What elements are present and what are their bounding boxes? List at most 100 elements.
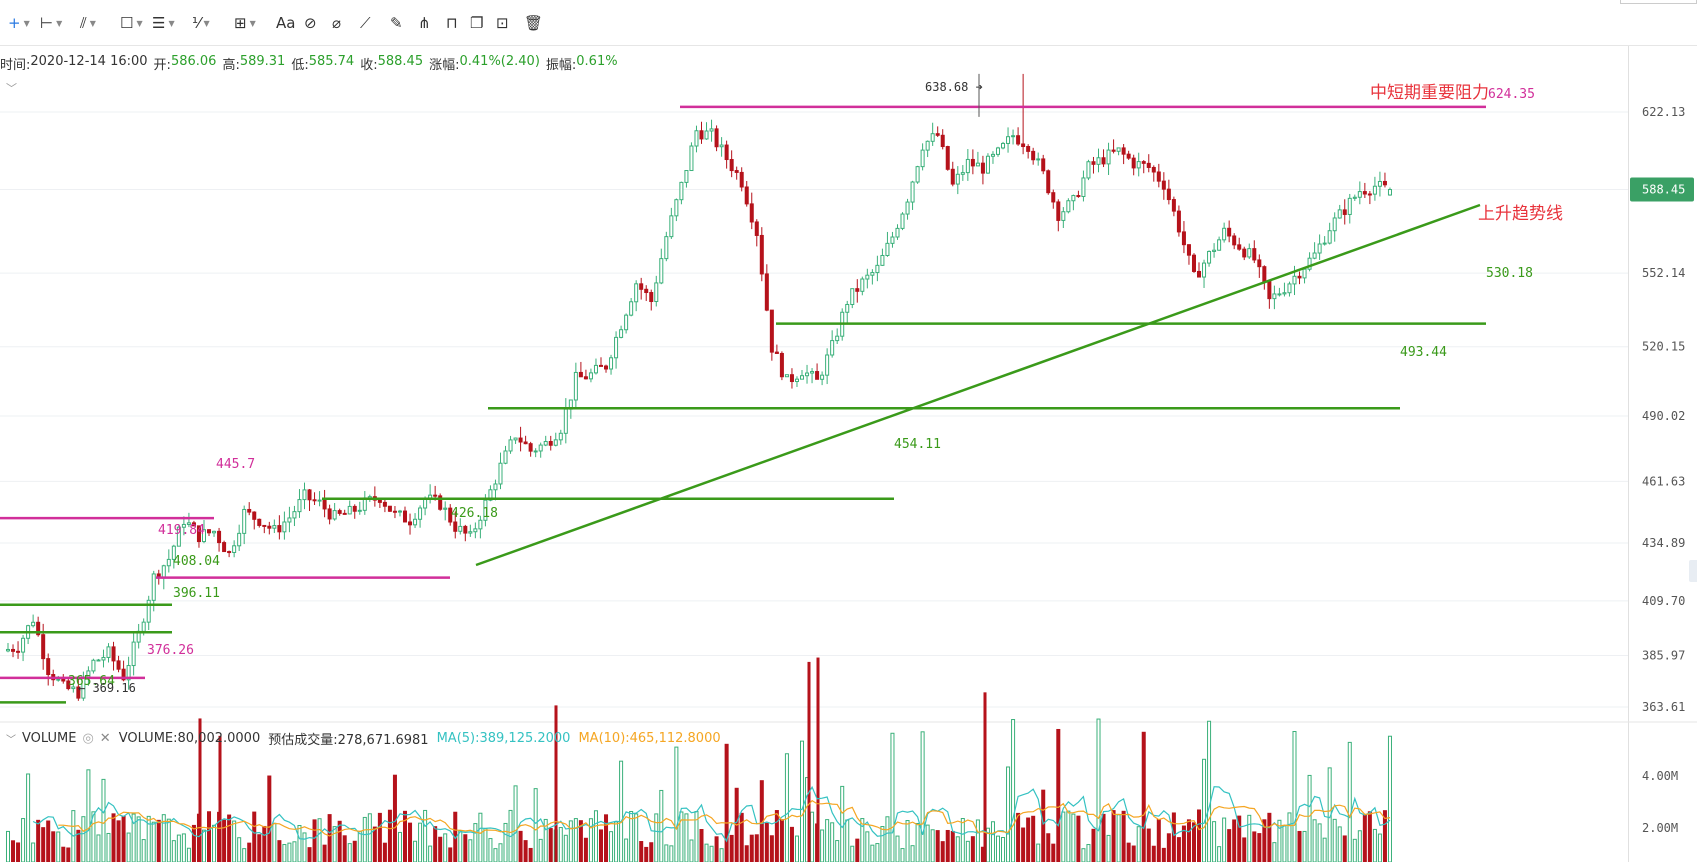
- volume-bar: [443, 833, 448, 862]
- volume-bar: [292, 841, 297, 862]
- chevron-down-icon[interactable]: ▼: [249, 18, 256, 28]
- measure-tool[interactable]: ⊞ ▼: [234, 13, 256, 33]
- volume-bar: [654, 813, 659, 862]
- candle: [1041, 158, 1046, 172]
- candle: [1357, 191, 1362, 198]
- candle: [543, 441, 548, 446]
- low-marker-label: ← 369.16: [78, 681, 136, 695]
- candle: [669, 215, 674, 238]
- candle: [1237, 244, 1242, 250]
- candle: [955, 173, 960, 185]
- candle: [1277, 293, 1282, 296]
- candle: [21, 637, 26, 653]
- delete-tool[interactable]: 🗑: [524, 13, 543, 33]
- volume-bar: [483, 828, 488, 862]
- volume-bar: [66, 847, 71, 862]
- volume-bar: [1086, 844, 1091, 862]
- volume-bar: [910, 845, 915, 862]
- volume-bar: [900, 848, 905, 862]
- volume-bar: [1156, 818, 1161, 862]
- volume-bar: [920, 731, 925, 862]
- volume-bar: [382, 842, 387, 862]
- pattern-tool[interactable]: ⊘: [304, 13, 317, 33]
- chevron-down-icon[interactable]: ▼: [23, 18, 30, 28]
- drawing-toolbar: + ▼ ⊢ ▼ ⫽ ▼ ☐ ▼ ☰ ▼ ⅟ ▼ ⊞ ▼ Aa ⊘ ⌀ ⟋ ✎ ⋔ ⊓ ❐ ⊡ 🗑: [0, 0, 1697, 46]
- crosshair-tool[interactable]: + ▼: [8, 13, 30, 33]
- candle: [1001, 142, 1006, 149]
- pattern-icon: ⊘: [304, 14, 317, 32]
- volume-bar: [166, 818, 171, 862]
- volume-bar: [1312, 819, 1317, 862]
- volume-bar: [689, 839, 694, 862]
- volume-bar: [870, 844, 875, 862]
- chevron-down-icon[interactable]: ▼: [136, 18, 143, 28]
- volume-bar: [799, 740, 805, 862]
- chevron-down-icon[interactable]: ▼: [203, 18, 210, 28]
- lock-tool[interactable]: ⊓: [446, 13, 458, 33]
- eraser-icon: ⌀: [332, 14, 342, 32]
- chevron-down-icon[interactable]: ﹀: [6, 82, 17, 95]
- candle: [41, 634, 46, 660]
- chevron-down-icon[interactable]: ▼: [168, 18, 175, 28]
- candle: [744, 186, 749, 205]
- candle: [709, 128, 714, 132]
- volume-bar: [664, 844, 669, 862]
- volume-bar: [684, 813, 689, 862]
- crosshair-icon: +: [8, 14, 21, 32]
- chevron-down-icon[interactable]: ﹀: [6, 734, 16, 746]
- volume-bar: [1006, 766, 1011, 862]
- candle: [201, 529, 206, 543]
- close-icon[interactable]: ✕: [99, 730, 111, 746]
- horizontal-line-tool[interactable]: ⊢ ▼: [40, 13, 62, 33]
- volume-bar: [11, 840, 16, 862]
- candle: [1272, 293, 1277, 300]
- volume-bar: [558, 827, 563, 862]
- candle: [1267, 280, 1272, 300]
- volume-bar: [252, 811, 257, 862]
- expand-handle[interactable]: [1689, 560, 1697, 582]
- volume-bar: [367, 813, 372, 862]
- candle: [1006, 136, 1011, 144]
- eye-icon[interactable]: ◎: [82, 730, 94, 746]
- volume-bar: [106, 832, 111, 862]
- channel-tool[interactable]: ☰ ▼: [152, 13, 175, 33]
- eraser-tool[interactable]: ⌀: [332, 13, 341, 33]
- screenshot-tool[interactable]: ⊡: [496, 13, 509, 33]
- fibonacci-tool[interactable]: ⅟ ▼: [192, 13, 210, 33]
- candle: [1372, 185, 1377, 195]
- volume-bar: [418, 822, 423, 862]
- ruler-tool[interactable]: ⟋: [360, 13, 371, 33]
- volume-bar: [578, 820, 583, 862]
- candle: [1101, 157, 1106, 165]
- trend-line-tool[interactable]: ⫽ ▼: [80, 13, 96, 33]
- chevron-down-icon[interactable]: ▼: [89, 18, 96, 28]
- candle: [774, 351, 779, 354]
- volume-bar: [960, 818, 965, 862]
- brush-tool[interactable]: ✎: [390, 13, 403, 33]
- volume-bar: [56, 831, 61, 862]
- rectangle-tool[interactable]: ☐ ▼: [120, 13, 143, 33]
- high-label: 高:: [222, 58, 240, 73]
- magnet-tool[interactable]: ⋔: [418, 13, 431, 33]
- candle: [1176, 210, 1181, 233]
- candle: [1151, 166, 1156, 173]
- text-tool[interactable]: Aa: [276, 13, 295, 33]
- volume-axis-label: 4.00M: [1642, 769, 1678, 783]
- candle: [1342, 209, 1347, 215]
- candle: [1252, 248, 1257, 261]
- candle: [342, 512, 347, 515]
- volume-bar: [317, 818, 322, 862]
- candle: [1061, 211, 1066, 221]
- candle: [448, 507, 453, 523]
- level-label: 445.7: [216, 457, 255, 472]
- volume-bar: [232, 820, 237, 862]
- candle: [523, 441, 528, 445]
- candle: [830, 340, 835, 356]
- candle: [327, 508, 332, 520]
- copy-tool[interactable]: ❐: [470, 13, 483, 33]
- chevron-down-icon[interactable]: ▼: [56, 18, 63, 28]
- volume-bar: [1352, 838, 1357, 862]
- candle: [1011, 135, 1016, 138]
- volume-bar: [41, 827, 46, 862]
